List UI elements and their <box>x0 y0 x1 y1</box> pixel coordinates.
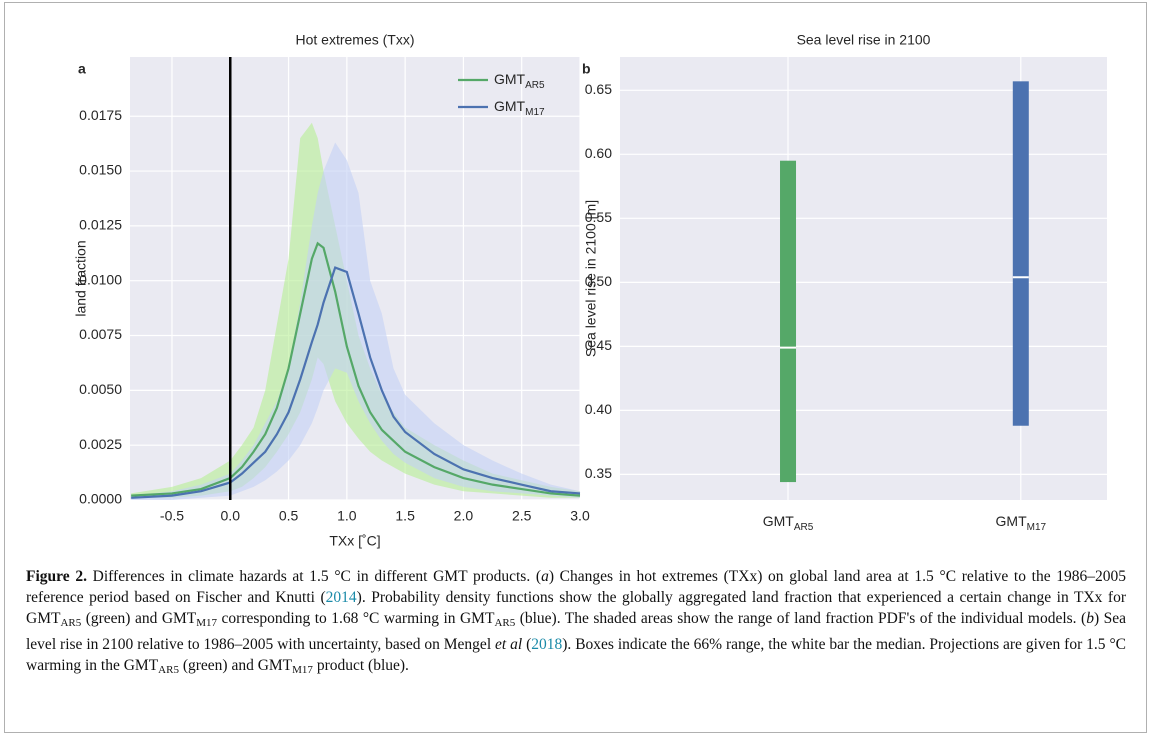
x-tick-label: 3.0 <box>570 508 590 524</box>
x-tick-label: 2.5 <box>512 508 532 524</box>
y-axis-label: land fraction <box>73 240 89 316</box>
caption-run[interactable]: 2014 <box>325 589 357 606</box>
caption-run: M17 <box>196 617 218 629</box>
panel-label: b <box>582 61 591 77</box>
y-tick-label: 0.40 <box>585 401 612 417</box>
caption-run: ). Boxes indicate the 66% range, the whi… <box>26 636 1126 674</box>
caption-run: (blue). The shaded areas show the range … <box>515 610 1087 627</box>
legend-label-main: GMT <box>494 71 526 87</box>
legend-label: GMTM17 <box>494 98 545 118</box>
caption-run: product (blue). <box>312 657 409 674</box>
y-tick-label: 0.0000 <box>79 491 122 507</box>
y-tick-label: 0.0150 <box>79 162 122 178</box>
x-tick-label-main: GMT <box>996 513 1028 529</box>
legend-label-sub: M17 <box>525 107 545 118</box>
data-line <box>131 241 581 497</box>
caption-run: (green) and GMT <box>81 610 197 627</box>
y-tick-label: 0.0075 <box>79 326 122 342</box>
caption-run: Figure 2. <box>26 568 87 585</box>
caption-run: b <box>1086 610 1094 627</box>
caption-run: AR5 <box>60 617 82 629</box>
range-band <box>131 122 580 498</box>
legend-label-sub: AR5 <box>525 80 545 91</box>
caption-run: AR5 <box>494 617 516 629</box>
y-tick-label: 0.0100 <box>79 271 122 287</box>
caption-run: AR5 <box>158 664 179 676</box>
caption-run: Differences in climate hazards at 1.5 °C… <box>86 568 542 585</box>
legend-label-main: GMT <box>494 98 526 114</box>
legend-label: GMTAR5 <box>494 71 545 91</box>
x-tick-label: 1.0 <box>337 508 357 524</box>
caption: Figure 2. Differences in climate hazards… <box>26 566 1126 681</box>
y-tick-label: 0.0050 <box>79 381 122 397</box>
caption-run: ( <box>522 636 532 653</box>
figure-frame <box>4 2 1147 733</box>
range-band <box>131 142 580 500</box>
figure: Hot extremes (Txx) a -0.5 0.0 0.5 1.0 1.5 2.0 2.… <box>73 32 1107 549</box>
y-tick-label: 0.60 <box>585 145 612 161</box>
x-tick-label: GMTAR5 <box>763 513 814 533</box>
y-tick-label: 0.65 <box>585 81 612 97</box>
x-tick-label: -0.5 <box>160 508 184 524</box>
caption-run: ) Changes in hot extremes (TXx) on globa… <box>26 568 1127 606</box>
y-tick-label: 0.55 <box>585 209 612 225</box>
caption-run: ) Sea level rise in 2100 relative to 198… <box>26 610 1126 653</box>
range-bar <box>1012 81 1029 426</box>
caption-run: a <box>541 568 549 585</box>
caption-run: corresponding to 1.68 °C warming in GMT <box>217 610 495 627</box>
x-tick-label-sub: AR5 <box>794 522 814 533</box>
x-tick-label: 1.5 <box>395 508 415 524</box>
y-tick-label: 0.0025 <box>79 436 122 452</box>
y-tick-label: 0.0125 <box>79 217 122 233</box>
y-tick-label: 0.35 <box>585 465 612 481</box>
y-tick-label: 0.50 <box>585 273 612 289</box>
caption-run: M17 <box>292 664 313 676</box>
plot-area <box>620 57 1107 500</box>
caption-run[interactable]: 2018 <box>531 636 563 653</box>
y-axis-label: Sea level rise in 2100 [m] <box>583 200 599 357</box>
data-line <box>131 266 581 499</box>
caption-run: et al <box>495 636 523 653</box>
panel-label: a <box>78 61 86 77</box>
chart-title: Sea level rise in 2100 <box>797 32 931 48</box>
caption-run: ). Probability density functions show th… <box>26 589 1127 627</box>
x-tick-label: 0.5 <box>279 508 299 524</box>
x-tick-label-sub: M17 <box>1027 522 1047 533</box>
y-tick-label: 0.45 <box>585 337 612 353</box>
caption-run: (green) and GMT <box>178 657 293 674</box>
x-axis-label: TXx [˚C] <box>329 533 380 549</box>
y-tick-label: 0.0175 <box>79 107 122 123</box>
x-tick-label-main: GMT <box>763 513 795 529</box>
x-tick-label: GMTM17 <box>996 513 1047 533</box>
x-tick-label: 0.0 <box>221 508 241 524</box>
chart-title: Hot extremes (Txx) <box>295 32 414 48</box>
range-bar <box>780 160 797 483</box>
x-tick-label: 2.0 <box>454 508 474 524</box>
